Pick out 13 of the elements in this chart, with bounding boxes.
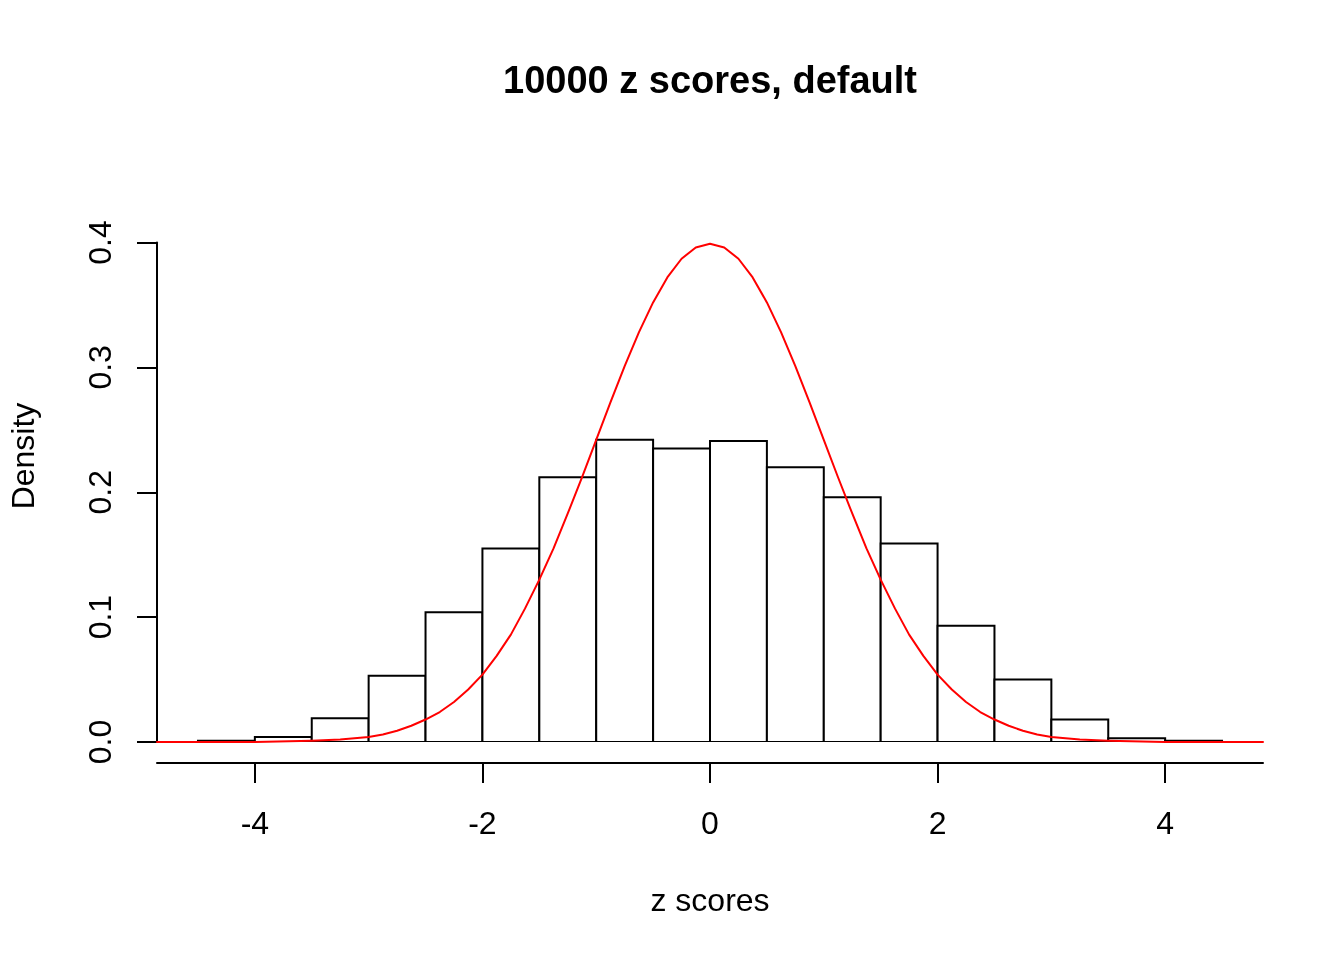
x-tick-label: 4 bbox=[1156, 805, 1175, 841]
chart-title: 10000 z scores, default bbox=[503, 59, 918, 101]
y-tick-label: 0.1 bbox=[82, 594, 118, 640]
x-tick-label: 0 bbox=[701, 805, 719, 841]
y-tick-label: 0.2 bbox=[82, 470, 118, 515]
y-tick-label: 0.0 bbox=[82, 719, 118, 765]
y-tick-label: 0.3 bbox=[82, 345, 118, 390]
x-axis-title: z scores bbox=[650, 882, 770, 918]
x-tick-label: 2 bbox=[928, 805, 947, 841]
x-tick-label: -4 bbox=[240, 805, 270, 841]
y-tick-label: 0.4 bbox=[82, 220, 118, 265]
y-axis-title: Density bbox=[5, 402, 41, 510]
x-tick-label: -2 bbox=[468, 805, 497, 841]
